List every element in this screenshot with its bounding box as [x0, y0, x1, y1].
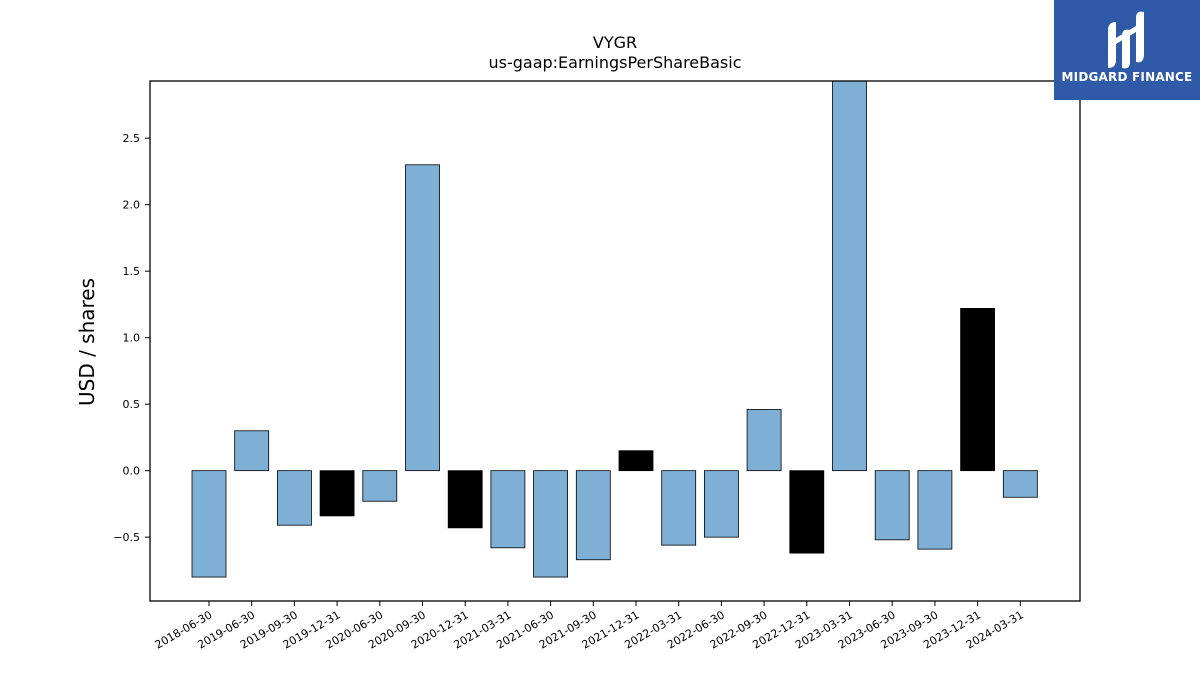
- bar-2021-12-31: [618, 450, 654, 472]
- y-tick-label: 2.0: [123, 199, 141, 212]
- y-tick-label: 1.5: [123, 265, 141, 278]
- bar-2019-12-31: [319, 470, 355, 517]
- y-axis-label: USD / shares: [75, 278, 99, 406]
- bar-2023-09-30: [917, 470, 953, 550]
- y-tick-label: 2.5: [123, 132, 141, 145]
- y-tick-label: −0.5: [113, 531, 140, 544]
- bar-2023-06-30: [874, 470, 910, 541]
- bar-2019-09-30: [276, 470, 312, 526]
- bar-2018-06-30: [191, 470, 227, 578]
- bar-2023-03-31: [832, 80, 867, 472]
- bar-2020-12-31: [447, 470, 483, 529]
- bars-group: [191, 80, 1038, 578]
- bar-2022-03-31: [661, 470, 697, 546]
- logo-text: MIDGARD FINANCE: [1061, 70, 1193, 84]
- y-tick-label: 0.5: [123, 398, 141, 411]
- bar-2021-09-30: [575, 470, 611, 561]
- bar-2020-09-30: [405, 164, 440, 472]
- y-tick-label: 0.0: [123, 465, 141, 478]
- bar-2022-12-31: [789, 470, 825, 554]
- plot-frame: [149, 80, 1081, 602]
- x-ticks-group: 2018-06-302019-06-302019-09-302019-12-31…: [153, 601, 1026, 652]
- bar-2021-03-31: [490, 470, 526, 549]
- chart-subtitle: us-gaap:EarningsPerShareBasic: [488, 53, 741, 72]
- y-ticks-group: −0.5 0.0 0.5 1.0 1.5 2.0 2.5: [113, 132, 150, 544]
- bar-2024-03-31: [1002, 470, 1038, 498]
- y-tick-label: 1.0: [123, 332, 141, 345]
- bar-2023-12-31: [960, 308, 995, 472]
- bar-2022-09-30: [746, 409, 782, 472]
- midgard-finance-logo: MIDGARD FINANCE: [1054, 0, 1200, 100]
- bar-2022-06-30: [704, 470, 739, 538]
- midgard-logo-icon: [1108, 11, 1144, 69]
- bar-2019-06-30: [234, 430, 270, 472]
- bar-2021-06-30: [533, 470, 568, 578]
- bar-2020-06-30: [362, 470, 398, 502]
- chart-title: VYGR: [593, 33, 637, 52]
